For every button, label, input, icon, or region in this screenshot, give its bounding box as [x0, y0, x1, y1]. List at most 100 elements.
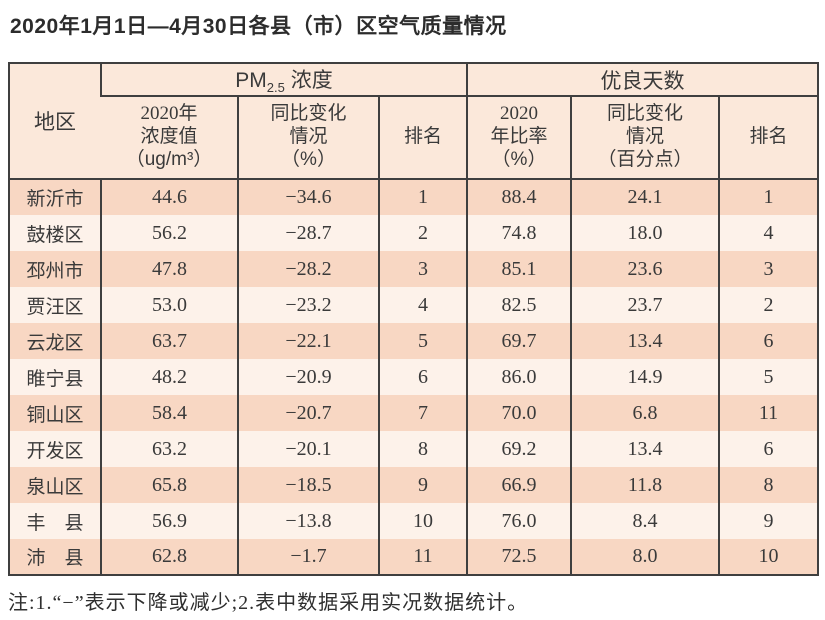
header-region: 地区 [9, 63, 101, 181]
pm-value-cell: 65.8 [100, 467, 238, 504]
header-pm-value-line2: 浓度值 [140, 126, 198, 148]
days-rank-cell: 1 [717, 179, 819, 216]
header-group-row: 地区 PM2.5 浓度 优良天数 [9, 63, 819, 181]
days-yoy-cell: 23.6 [570, 251, 719, 288]
page-title: 2020年1月1日—4月30日各县（市）区空气质量情况 [10, 15, 507, 38]
pm-rank-cell: 1 [378, 179, 467, 216]
pm-value-cell: 63.7 [100, 323, 238, 360]
table-row: 贾汪区 53.0 −23.2 4 82.5 23.7 2 [9, 287, 819, 324]
table-row: 邳州市 47.8 −28.2 3 85.1 23.6 3 [9, 251, 819, 288]
pm-yoy-cell: −1.7 [237, 539, 379, 576]
pm-value-cell: 62.8 [100, 539, 238, 576]
header-pm-value: 2020年 浓度值 （ug/m³） [101, 96, 238, 181]
table-row: 铜山区 58.4 −20.7 7 70.0 6.8 11 [9, 395, 819, 432]
pm-rank-cell: 9 [378, 467, 467, 504]
pm25-label-suffix: 浓度 [284, 69, 333, 92]
pm-yoy-cell: −23.2 [237, 287, 379, 324]
header-days-ratio: 2020 年比率 （%） [466, 96, 571, 181]
table-row: 泉山区 65.8 −18.5 9 66.9 11.8 8 [9, 467, 819, 504]
air-quality-table: 地区 PM2.5 浓度 优良天数 2020年 浓度值 （ug/m³） 同比变化 … [8, 62, 820, 577]
days-ratio-cell: 82.5 [466, 287, 571, 324]
pm-yoy-cell: −13.8 [237, 503, 379, 540]
header-pm-yoy-line3: （%） [281, 149, 336, 171]
days-yoy-cell: 8.0 [570, 539, 719, 576]
days-yoy-cell: 24.1 [570, 179, 719, 216]
pm-rank-cell: 3 [378, 251, 467, 288]
region-cell: 泉山区 [26, 476, 84, 498]
days-rank-cell: 10 [717, 539, 819, 576]
days-ratio-cell: 76.0 [466, 503, 571, 540]
region-cell: 新沂市 [26, 189, 84, 211]
days-yoy-cell: 18.0 [570, 215, 719, 252]
pm-value-cell: 58.4 [100, 395, 238, 432]
table-row: 云龙区 63.7 −22.1 5 69.7 13.4 6 [9, 323, 819, 360]
region-cell: 铜山区 [26, 404, 84, 426]
days-ratio-cell: 66.9 [466, 467, 571, 504]
days-yoy-cell: 14.9 [570, 359, 719, 396]
header-days-yoy: 同比变化 情况 （百分点） [570, 96, 719, 181]
days-ratio-cell: 69.2 [466, 431, 571, 468]
pm-value-cell: 47.8 [100, 251, 238, 288]
days-yoy-cell: 8.4 [570, 503, 719, 540]
pm-yoy-cell: −34.6 [237, 179, 379, 216]
days-ratio-cell: 70.0 [466, 395, 571, 432]
table-row: 开发区 63.2 −20.1 8 69.2 13.4 6 [9, 431, 819, 468]
region-cell: 丰 县 [26, 512, 84, 534]
header-days-yoy-line2: 情况 [625, 126, 664, 148]
header-days-ratio-line1: 2020 [500, 103, 538, 125]
table-row: 沛 县 62.8 −1.7 11 72.5 8.0 10 [9, 539, 819, 576]
pm-rank-cell: 11 [378, 539, 467, 576]
pm-rank-cell: 10 [378, 503, 467, 540]
header-days-rank: 排名 [717, 96, 819, 181]
days-ratio-cell: 72.5 [466, 539, 571, 576]
header-pm-value-line3: （ug/m³） [125, 149, 213, 171]
pm-value-cell: 53.0 [100, 287, 238, 324]
days-rank-cell: 11 [717, 395, 819, 432]
header-days-yoy-line3: （百分点） [597, 149, 693, 171]
region-cell: 沛 县 [26, 548, 84, 570]
pm-yoy-cell: −20.1 [237, 431, 379, 468]
days-rank-cell: 8 [717, 467, 819, 504]
table-row: 鼓楼区 56.2 −28.7 2 74.8 18.0 4 [9, 215, 819, 252]
pm-rank-cell: 7 [378, 395, 467, 432]
region-cell: 云龙区 [26, 332, 84, 354]
region-cell: 睢宁县 [26, 368, 84, 390]
days-yoy-cell: 13.4 [570, 431, 719, 468]
header-pm-yoy-line2: 情况 [289, 126, 328, 148]
table-row: 睢宁县 48.2 −20.9 6 86.0 14.9 5 [9, 359, 819, 396]
header-pm-yoy: 同比变化 情况 （%） [237, 96, 379, 181]
header-days-ratio-line3: （%） [491, 149, 547, 171]
pm-yoy-cell: −20.7 [237, 395, 379, 432]
footnote: 注:1.“−”表示下降或减少;2.表中数据采用实况数据统计。 [8, 592, 529, 614]
region-cell: 邳州市 [26, 260, 84, 282]
header-group-pm25: PM2.5 浓度 [100, 63, 467, 98]
region-cell: 鼓楼区 [26, 224, 84, 246]
table-header: 地区 PM2.5 浓度 优良天数 2020年 浓度值 （ug/m³） 同比变化 … [9, 63, 819, 181]
pm-yoy-cell: −18.5 [237, 467, 379, 504]
days-rank-cell: 6 [717, 431, 819, 468]
pm25-label-subscript: 2.5 [266, 80, 285, 96]
header-pm-rank: 排名 [378, 96, 467, 181]
header-group-good-days: 优良天数 [465, 63, 819, 98]
pm-value-cell: 56.2 [100, 215, 238, 252]
pm-value-cell: 48.2 [100, 359, 238, 396]
days-ratio-cell: 69.7 [466, 323, 571, 360]
pm-rank-cell: 5 [378, 323, 467, 360]
days-ratio-cell: 74.8 [466, 215, 571, 252]
days-ratio-cell: 85.1 [466, 251, 571, 288]
pm-rank-cell: 4 [378, 287, 467, 324]
pm-value-cell: 63.2 [100, 431, 238, 468]
table-row: 新沂市 44.6 −34.6 1 88.4 24.1 1 [9, 179, 819, 216]
days-ratio-cell: 88.4 [466, 179, 571, 216]
days-ratio-cell: 86.0 [466, 359, 571, 396]
days-yoy-cell: 6.8 [570, 395, 719, 432]
region-cell: 贾汪区 [26, 296, 84, 318]
days-rank-cell: 4 [717, 215, 819, 252]
pm-yoy-cell: −22.1 [237, 323, 379, 360]
days-rank-cell: 9 [717, 503, 819, 540]
days-yoy-cell: 13.4 [570, 323, 719, 360]
header-pm-value-line1: 2020年 [140, 103, 198, 125]
days-yoy-cell: 11.8 [570, 467, 719, 504]
pm-yoy-cell: −28.2 [237, 251, 379, 288]
days-rank-cell: 2 [717, 287, 819, 324]
